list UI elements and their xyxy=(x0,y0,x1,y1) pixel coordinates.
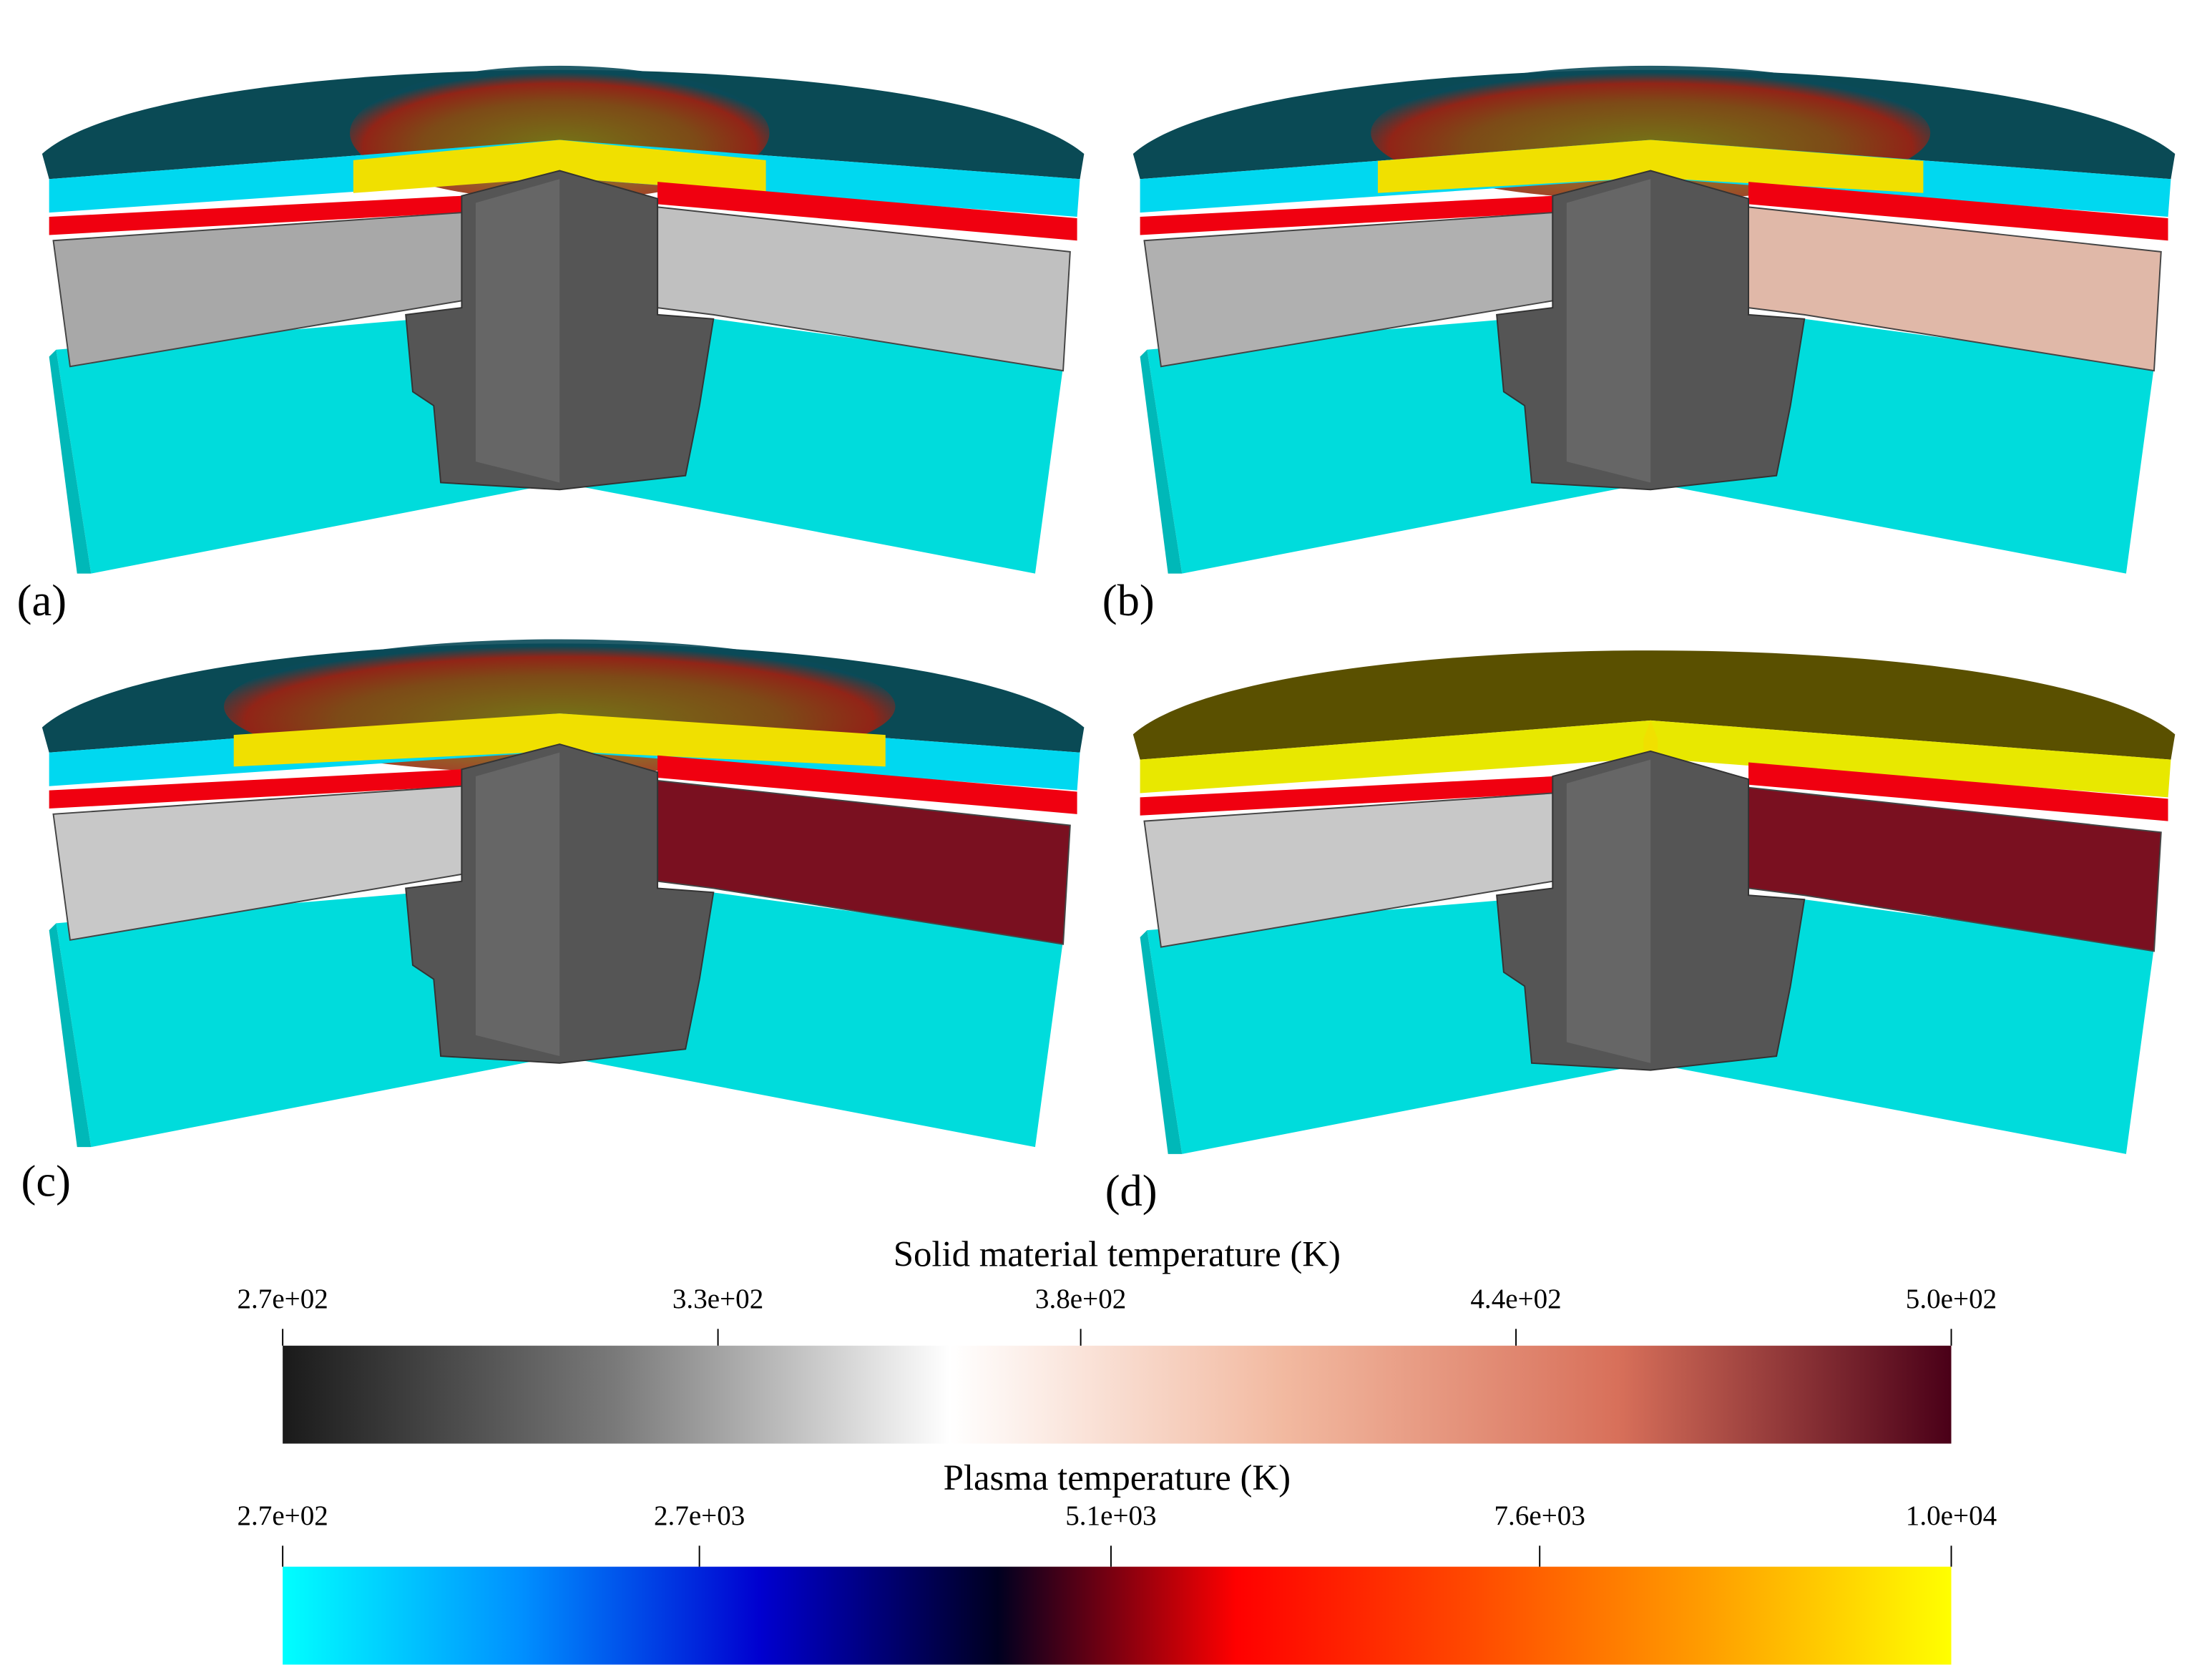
electrode-right xyxy=(1748,182,2168,241)
electrode-left xyxy=(49,195,462,235)
panel xyxy=(41,639,1085,1148)
base-side xyxy=(1140,349,1183,574)
colorbar xyxy=(283,1345,1952,1444)
tick-label: 3.3e+02 xyxy=(672,1284,763,1314)
panel-label: (d) xyxy=(1105,1166,1158,1216)
electrode-left xyxy=(1140,776,1553,816)
tick-label: 1.0e+04 xyxy=(1906,1500,1997,1531)
electrode-right xyxy=(657,755,1077,814)
post-face xyxy=(1566,179,1651,483)
tick-label: 2.7e+03 xyxy=(654,1500,745,1531)
electrode-left xyxy=(1140,195,1553,235)
tick-label: 2.7e+02 xyxy=(237,1500,328,1531)
tick-label: 5.0e+02 xyxy=(1906,1284,1997,1314)
colorbar-title: Solid material temperature (K) xyxy=(894,1234,1341,1274)
base-side xyxy=(49,349,92,574)
tick-label: 3.8e+02 xyxy=(1035,1284,1126,1314)
electrode-right xyxy=(1748,762,2168,821)
panel-label: (a) xyxy=(17,575,67,625)
panel-label: (c) xyxy=(21,1156,71,1206)
post-face xyxy=(475,752,560,1057)
hot-band xyxy=(233,713,886,767)
panel xyxy=(41,65,1085,574)
panel xyxy=(1132,65,2176,574)
colorbar-title: Plasma temperature (K) xyxy=(944,1457,1291,1498)
base xyxy=(56,892,1064,1148)
panel xyxy=(1132,650,2176,1154)
post-face xyxy=(1566,759,1651,1063)
base xyxy=(56,318,1064,574)
base-side xyxy=(49,923,92,1148)
panel-label: (b) xyxy=(1102,575,1155,625)
post-face xyxy=(475,179,560,483)
tick-label: 4.4e+02 xyxy=(1470,1284,1561,1314)
tick-label: 7.6e+03 xyxy=(1494,1500,1585,1531)
hot-band xyxy=(1377,140,1924,193)
base-side xyxy=(1140,930,1183,1154)
tick-label: 5.1e+03 xyxy=(1065,1500,1156,1531)
tick-label: 2.7e+02 xyxy=(237,1284,328,1314)
electrode-right xyxy=(657,182,1077,241)
base xyxy=(1147,899,2154,1154)
cap xyxy=(1132,650,2176,760)
electrode-left xyxy=(49,769,462,809)
base xyxy=(1147,318,2154,574)
colorbar xyxy=(283,1566,1952,1665)
hot-band xyxy=(353,140,766,193)
